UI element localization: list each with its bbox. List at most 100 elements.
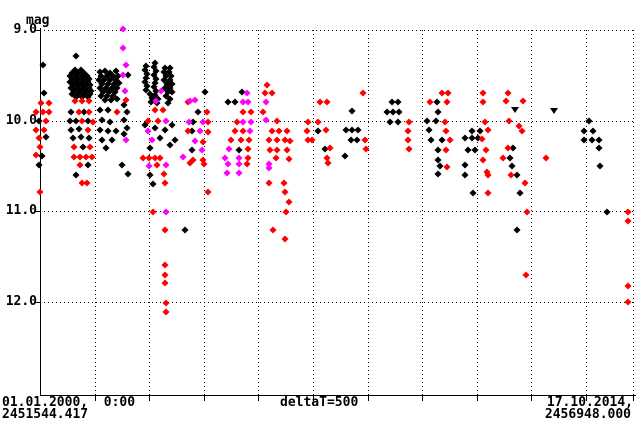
observations-black-point <box>98 136 106 144</box>
observations-red-point <box>323 98 331 106</box>
observations-red-point <box>624 298 632 306</box>
vertical-gridline <box>95 30 96 395</box>
observations-red-point <box>245 136 253 144</box>
x-axis-tick <box>368 395 369 401</box>
observations-red-point <box>542 154 550 162</box>
observations-magenta-point <box>225 145 233 153</box>
horizontal-gridline <box>40 302 635 303</box>
observations-black-point <box>423 117 431 125</box>
limit-markers-point <box>511 107 519 113</box>
observations-red-point <box>442 146 450 154</box>
observations-magenta-point <box>262 98 270 106</box>
observations-magenta-point <box>121 87 129 95</box>
observations-black-point <box>98 116 106 124</box>
observations-black-point <box>77 133 85 141</box>
vertical-gridline <box>477 30 478 395</box>
observations-black-point <box>432 117 440 125</box>
observations-black-point <box>595 136 603 144</box>
observations-black-point <box>113 95 121 103</box>
y-tick-label-11: 11.0 <box>5 203 37 218</box>
observations-black-point <box>354 126 362 134</box>
x-axis-tick <box>422 395 423 401</box>
observations-black-point <box>112 127 120 135</box>
observations-black-point <box>118 161 126 169</box>
observations-red-point <box>45 108 53 116</box>
observations-red-point <box>159 106 167 114</box>
vertical-gridline <box>633 30 634 395</box>
observations-red-point <box>78 117 86 125</box>
observations-red-point <box>200 160 208 168</box>
observations-red-point <box>442 127 450 135</box>
observations-black-point <box>102 144 110 152</box>
observations-black-point <box>394 98 402 106</box>
observations-black-point <box>425 126 433 134</box>
observations-red-point <box>161 226 169 234</box>
observations-black-point <box>461 161 469 169</box>
observations-red-point <box>244 145 252 153</box>
observations-black-point <box>353 136 361 144</box>
y-tick-label-9: 9.0 <box>13 22 37 37</box>
x-start-jd-label: 2451544.417 <box>2 407 89 422</box>
observations-black-point <box>395 108 403 116</box>
observations-black-point <box>201 88 209 96</box>
observations-black-point <box>348 107 356 115</box>
observations-black-point <box>433 98 441 106</box>
observations-black-point <box>461 171 469 179</box>
observations-red-point <box>280 179 288 187</box>
observations-red-point <box>303 127 311 135</box>
y-axis-tick <box>34 302 40 303</box>
observations-black-point <box>235 146 243 154</box>
observations-black-point <box>96 106 104 114</box>
observations-red-point <box>154 117 162 125</box>
observations-red-point <box>404 136 412 144</box>
observations-red-point <box>263 81 271 89</box>
observations-red-point <box>259 108 267 116</box>
observations-red-point <box>518 127 526 135</box>
observations-red-point <box>247 108 255 116</box>
observations-black-point <box>394 118 402 126</box>
observations-black-point <box>120 116 128 124</box>
observations-red-point <box>265 179 273 187</box>
observations-red-point <box>161 261 169 269</box>
observations-red-point <box>199 138 207 146</box>
observations-red-point <box>85 97 93 105</box>
observations-red-point <box>161 271 169 279</box>
limit-markers-point <box>550 108 558 114</box>
observations-black-point <box>508 162 516 170</box>
observations-magenta-point <box>235 160 243 168</box>
observations-red-point <box>231 127 239 135</box>
observations-red-point <box>521 179 529 187</box>
x-axis-tick <box>586 395 587 401</box>
observations-magenta-point <box>191 96 199 104</box>
observations-red-point <box>227 136 235 144</box>
observations-black-point <box>67 126 75 134</box>
observations-red-point <box>42 117 50 125</box>
observations-magenta-point <box>196 127 204 135</box>
observations-black-point <box>516 189 524 197</box>
observations-black-point <box>161 126 169 134</box>
observations-red-point <box>40 126 48 134</box>
observations-magenta-point <box>239 118 247 126</box>
observations-red-point <box>281 235 289 243</box>
observations-black-point <box>108 136 116 144</box>
y-axis-tick <box>34 30 40 31</box>
observations-black-point <box>166 141 174 149</box>
observations-red-point <box>404 127 412 135</box>
observations-red-point <box>523 208 531 216</box>
observations-red-point <box>35 134 43 142</box>
observations-magenta-point <box>122 61 130 69</box>
observations-red-point <box>273 146 281 154</box>
observations-black-point <box>124 170 132 178</box>
horizontal-gridline <box>40 121 635 122</box>
observations-red-point <box>522 271 530 279</box>
observations-black-point <box>181 226 189 234</box>
observations-black-point <box>72 52 80 60</box>
observations-black-point <box>469 189 477 197</box>
vertical-gridline <box>586 30 587 395</box>
observations-red-point <box>443 98 451 106</box>
observations-red-point <box>70 143 78 151</box>
observations-red-point <box>265 136 273 144</box>
observations-black-point <box>69 134 77 142</box>
x-axis-tick <box>633 395 634 401</box>
observations-black-point <box>84 161 92 169</box>
